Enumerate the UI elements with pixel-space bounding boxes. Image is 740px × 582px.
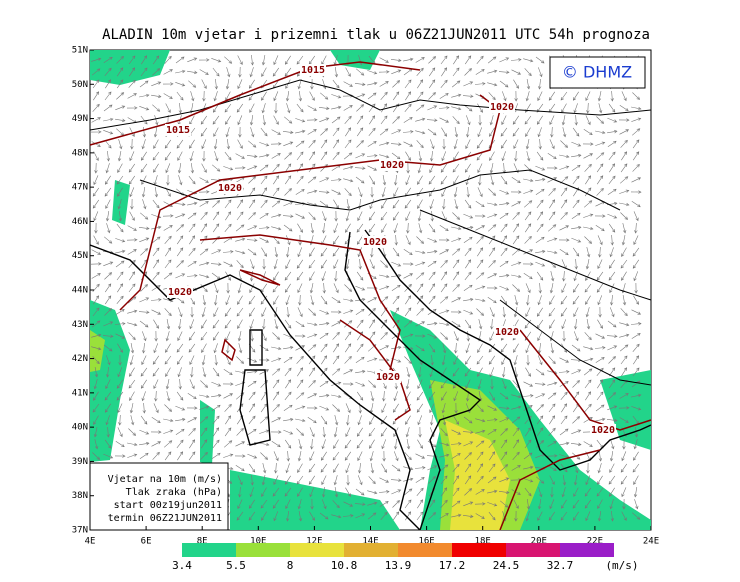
isobar-label-bg bbox=[165, 124, 191, 136]
isobar-label: 1020 bbox=[218, 183, 242, 194]
color-swatch bbox=[344, 543, 398, 557]
borders bbox=[89, 79, 652, 386]
lon-label: 20E bbox=[531, 537, 547, 547]
lon-label: 8E bbox=[197, 537, 208, 547]
isobar-label-bg bbox=[167, 286, 193, 298]
isobar-labels: 1015 1015 1020 1020 1020 1020 1020 1020 1020 1020 bbox=[165, 64, 616, 436]
color-swatch bbox=[452, 543, 506, 557]
logo: © DHMZ bbox=[562, 63, 632, 82]
lon-label: 18E bbox=[475, 537, 491, 547]
isobar-label: 1020 bbox=[490, 102, 514, 113]
isobar-label: 1015 bbox=[301, 65, 325, 76]
isobar-label: 1020 bbox=[591, 425, 615, 436]
level-label: 8 bbox=[287, 559, 294, 572]
lat-label: 43N bbox=[72, 320, 88, 330]
isobar-label: 1015 bbox=[166, 125, 190, 136]
color-swatch bbox=[560, 543, 614, 557]
isobar-label: 1020 bbox=[168, 287, 192, 298]
lon-label: 24E bbox=[643, 537, 659, 547]
wind-shading-max bbox=[445, 420, 510, 530]
level-label: 32.7 bbox=[547, 559, 574, 572]
map-area: 1015 1015 1020 1020 1020 1020 1020 1020 1020 1020… bbox=[89, 49, 652, 531]
lon-label: 12E bbox=[306, 537, 322, 547]
info-line: termin 06Z21JUN2011 bbox=[108, 513, 222, 524]
info-box: Vjetar na 10m (m/s) Tlak zraka (hPa) start… bbox=[89, 462, 229, 531]
isobar-label-bg bbox=[217, 182, 243, 194]
lat-label: 37N bbox=[72, 526, 88, 536]
info-line: Tlak zraka (hPa) bbox=[126, 487, 222, 498]
isobar-label-bg bbox=[379, 159, 405, 171]
color-swatch bbox=[182, 543, 236, 557]
lat-label: 39N bbox=[72, 457, 88, 467]
info-line: start 00z19jun2011 bbox=[114, 500, 222, 511]
isobar-label: 1020 bbox=[376, 372, 400, 383]
lon-label: 16E bbox=[418, 537, 434, 547]
lat-label: 41N bbox=[72, 388, 88, 398]
logo-box: © DHMZ bbox=[549, 56, 646, 89]
lon-label: 4E bbox=[85, 537, 96, 547]
level-label: 3.4 bbox=[172, 559, 192, 572]
color-swatch bbox=[398, 543, 452, 557]
level-label: 24.5 bbox=[493, 559, 520, 572]
isobar-label-bg bbox=[494, 326, 520, 338]
lat-label: 50N bbox=[72, 80, 88, 90]
lat-label: 44N bbox=[72, 286, 88, 296]
lat-label: 38N bbox=[72, 491, 88, 501]
isobar-label-bg bbox=[362, 236, 388, 248]
lon-label: 10E bbox=[250, 537, 266, 547]
title: ALADIN 10m vjetar i prizemni tlak u 06Z2… bbox=[102, 27, 650, 43]
level-label: 10.8 bbox=[331, 559, 358, 572]
lat-label: 48N bbox=[72, 148, 88, 158]
isobar-label-bg bbox=[590, 424, 616, 436]
lat-label: 45N bbox=[72, 251, 88, 261]
lat-label: 47N bbox=[72, 183, 88, 193]
lat-label: 42N bbox=[72, 354, 88, 364]
lat-label: 49N bbox=[72, 114, 88, 124]
isobar-label: 1020 bbox=[363, 237, 387, 248]
axes: 51N 50N 49N 48N 47N 46N 45N 44N 43N 42N 41N 40N 39N 3… bbox=[72, 46, 659, 547]
isobar-label: 1020 bbox=[495, 327, 519, 338]
color-swatch bbox=[506, 543, 560, 557]
lat-label: 46N bbox=[72, 217, 88, 227]
unit-label: (m/s) bbox=[605, 559, 638, 572]
lon-label: 22E bbox=[587, 537, 603, 547]
isobar-label-bg bbox=[375, 371, 401, 383]
isobar-label-bg bbox=[489, 101, 515, 113]
info-line: Vjetar na 10m (m/s) bbox=[108, 474, 222, 485]
coastlines bbox=[89, 229, 652, 531]
color-swatch bbox=[290, 543, 344, 557]
isobar-label-bg bbox=[300, 64, 326, 76]
level-label: 13.9 bbox=[385, 559, 412, 572]
level-label: 5.5 bbox=[226, 559, 246, 572]
isobar-label: 1020 bbox=[380, 160, 404, 171]
level-label: 17.2 bbox=[439, 559, 466, 572]
color-swatch bbox=[236, 543, 290, 557]
lat-label: 40N bbox=[72, 423, 88, 433]
lat-label: 51N bbox=[72, 46, 88, 56]
lon-label: 6E bbox=[141, 537, 152, 547]
color-bar: 3.4 5.5 8 10.8 13.9 17.2 24.5 32.7 (m/s) bbox=[172, 543, 639, 572]
lon-label: 14E bbox=[362, 537, 378, 547]
